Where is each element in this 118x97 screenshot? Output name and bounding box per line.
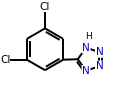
Text: N: N [82,66,90,76]
Text: Cl: Cl [40,2,50,12]
Text: N: N [96,61,103,71]
Text: N: N [96,47,103,57]
Text: H: H [85,32,92,41]
Text: N: N [82,43,90,53]
Text: Cl: Cl [0,55,11,65]
